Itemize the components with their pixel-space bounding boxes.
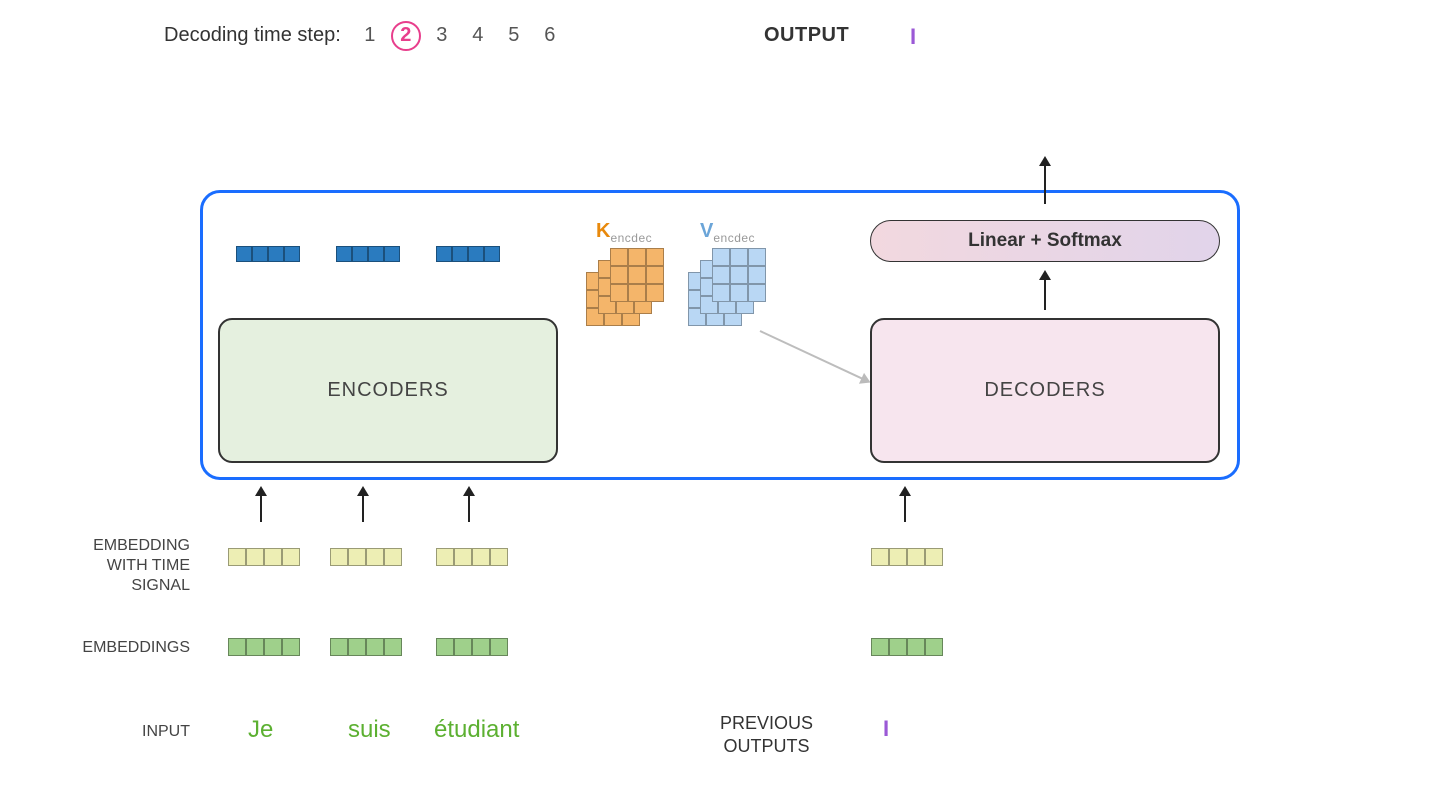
encoder-output-vec-1 (336, 246, 400, 262)
current-step-circle-icon (391, 21, 421, 51)
input-word-0: Je (248, 716, 273, 744)
timestep-5: 5 (501, 24, 527, 47)
embedding-ts-vec-1 (330, 548, 402, 566)
input-arrow-1 (362, 494, 364, 522)
output-label: OUTPUT (764, 24, 849, 47)
timestep-row: Decoding time step: 123456 (164, 24, 563, 47)
embedding-ts-vec-2 (436, 548, 508, 566)
embedding-vec-1 (330, 638, 402, 656)
embedding-vec-0 (228, 638, 300, 656)
linear-output-arrow (1044, 164, 1046, 204)
encoders-box: ENCODERS (218, 318, 558, 463)
embedding-vec-2 (436, 638, 508, 656)
input-word-2: étudiant (434, 716, 519, 744)
embedding-ts-vec-0 (228, 548, 300, 566)
previous-output-token: I (883, 716, 889, 742)
timestep-6: 6 (537, 24, 563, 47)
output-token: I (910, 24, 916, 50)
input-arrow-2 (468, 494, 470, 522)
timestep-2: 2 (393, 24, 419, 47)
diagram-canvas: Decoding time step: 123456 OUTPUT I Kenc… (0, 0, 1438, 790)
encoder-output-vec-0 (236, 246, 300, 262)
embedding-vec-3 (871, 638, 943, 656)
timestep-3: 3 (429, 24, 455, 47)
timestep-4: 4 (465, 24, 491, 47)
linear-softmax-box: Linear + Softmax (870, 220, 1220, 262)
embeddings-label: EMBEDDINGS (30, 638, 190, 658)
timestep-1: 1 (357, 24, 383, 47)
timestep-label: Decoding time step: (164, 24, 341, 47)
previous-outputs-label: PREVIOUSOUTPUTS (720, 712, 813, 759)
input-label: INPUT (30, 722, 190, 742)
encoder-output-vec-2 (436, 246, 500, 262)
embedding-ts-vec-3 (871, 548, 943, 566)
decoder-to-linear-arrow (1044, 278, 1046, 310)
k-encdec-label: Kencdec (596, 220, 652, 245)
v-matrix-stack (688, 248, 766, 326)
v-encdec-label: Vencdec (700, 220, 755, 245)
decoders-box: DECODERS (870, 318, 1220, 463)
input-word-1: suis (348, 716, 391, 744)
input-arrow-0 (260, 494, 262, 522)
input-arrow-3 (904, 494, 906, 522)
k-matrix-stack (586, 248, 664, 326)
embedding-time-signal-label: EMBEDDINGWITH TIMESIGNAL (30, 536, 190, 596)
